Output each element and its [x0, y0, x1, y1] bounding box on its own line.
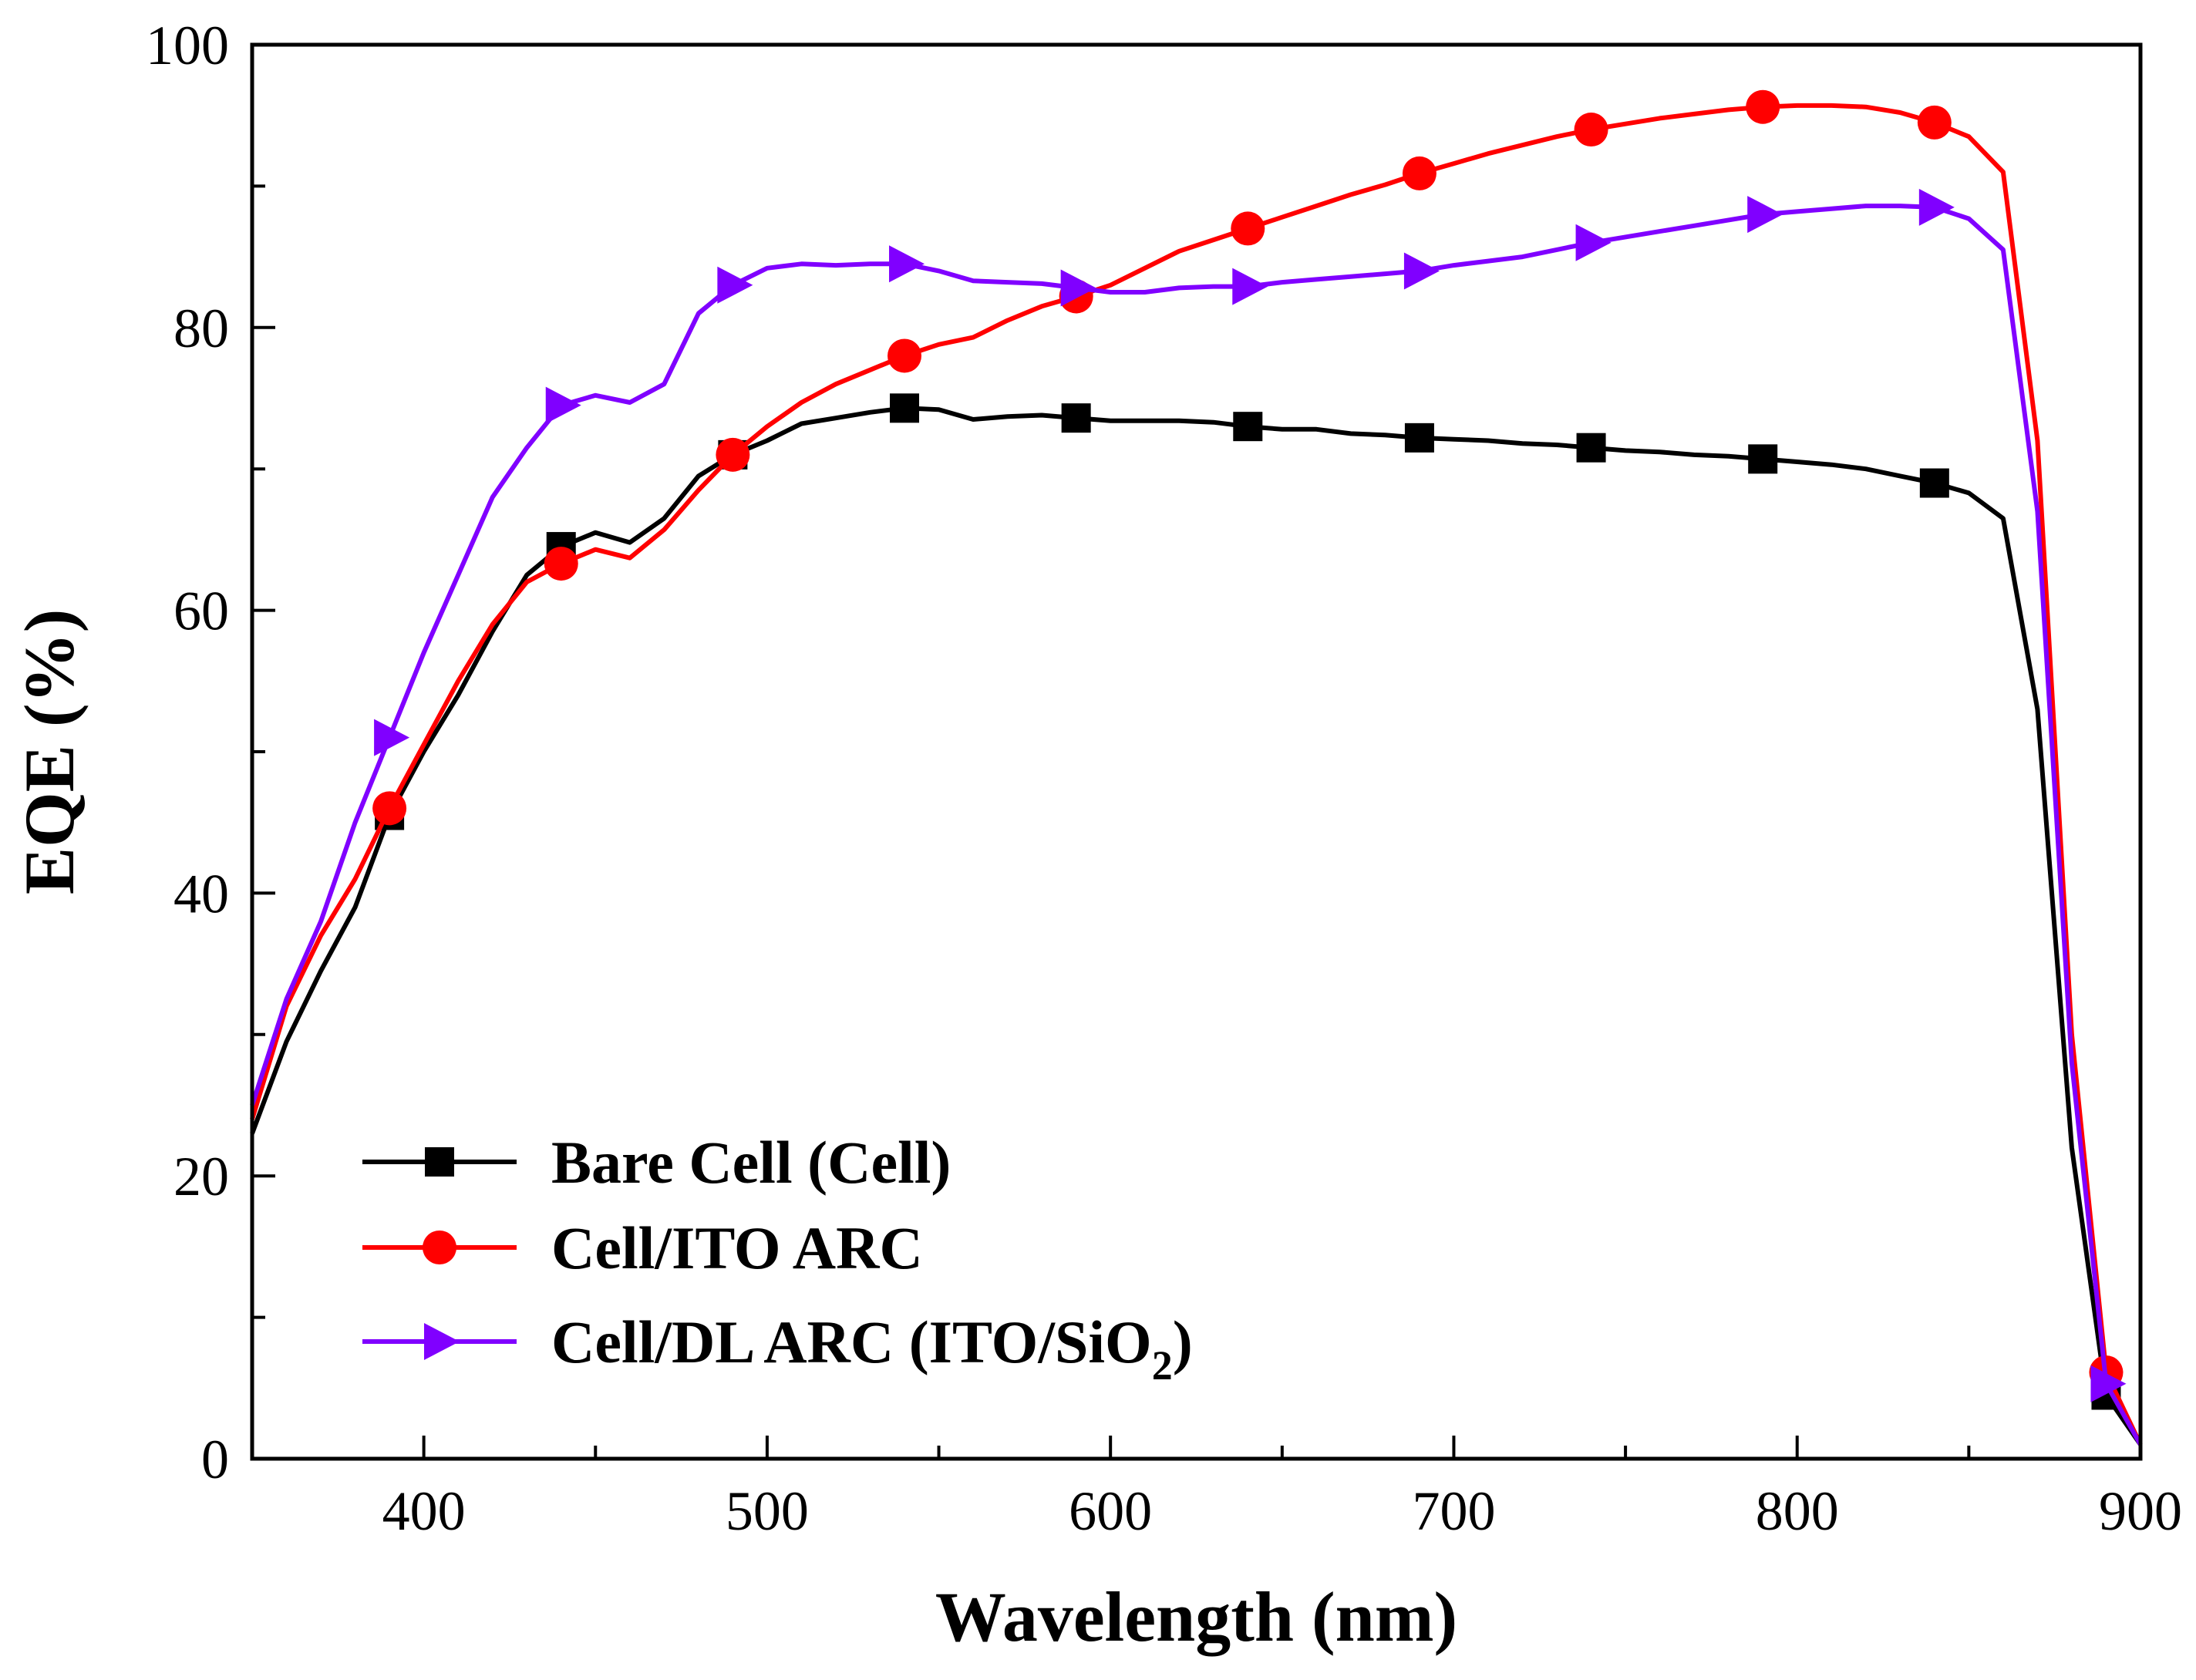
x-tick-label: 800: [1756, 1480, 1839, 1542]
legend-marker-bare-cell: [425, 1147, 454, 1177]
ticks-layer: 400 500 600 700 800 900 0 20 40 60 80 100: [146, 15, 2182, 1542]
x-axis-title: Wavelength (nm): [935, 1577, 1457, 1656]
y-tick-label: 100: [146, 15, 229, 76]
y-tick-label: 40: [173, 863, 229, 924]
data-point-cell-ito-arc: [1917, 105, 1952, 140]
x-tick-label: 600: [1069, 1480, 1152, 1542]
x-tick-label: 500: [726, 1480, 809, 1542]
series-line-cell-dl-arc-ito-sio2: [250, 204, 2143, 1446]
series-cell-ito-arc: [250, 89, 2143, 1446]
series-line-bare-cell-cell: [250, 406, 2143, 1446]
legend-marker-dl-arc: [424, 1323, 460, 1360]
data-point-cell-ito-arc: [1574, 113, 1608, 147]
x-tick-label: 700: [1412, 1480, 1495, 1542]
y-axis-title: EQE (%): [10, 609, 89, 895]
legend-entry-dl-arc: Cell/DL ARC (ITO/SiO2): [362, 1308, 1193, 1389]
data-point-bare-cell-cell: [890, 393, 920, 423]
data-point-cell-dl-arc-ito-sio2: [1747, 196, 1783, 234]
data-point-cell-dl-arc-ito-sio2: [1403, 252, 1440, 290]
data-point-cell-ito-arc: [544, 547, 578, 581]
data-point-bare-cell-cell: [1404, 423, 1434, 453]
data-point-cell-ito-arc: [716, 437, 750, 472]
data-point-cell-dl-arc-ito-sio2: [545, 386, 581, 424]
legend-label-dl-arc: Cell/DL ARC (ITO/SiO2): [551, 1308, 1193, 1389]
data-point-cell-dl-arc-ito-sio2: [889, 245, 925, 283]
legend-marker-shape: [425, 1147, 454, 1177]
data-point-cell-dl-arc-ito-sio2: [374, 719, 410, 756]
data-point-bare-cell-cell: [1233, 412, 1263, 442]
legend-label-subscript: 2: [1152, 1342, 1173, 1389]
data-point-bare-cell-cell: [1919, 468, 1949, 498]
legend-entry-bare-cell: Bare Cell (Cell): [362, 1129, 951, 1196]
legend-label-ito-arc: Cell/ITO ARC: [551, 1214, 923, 1281]
legend-label-end: ): [1173, 1308, 1193, 1375]
plot-frame: [250, 42, 2143, 1461]
legend-marker-shape: [423, 1231, 456, 1264]
series-bare-cell-cell: [250, 393, 2143, 1446]
data-point-cell-ito-arc: [1746, 89, 1780, 124]
series-line-cell-ito-arc: [250, 103, 2143, 1446]
y-tick-label: 20: [173, 1146, 229, 1207]
legend-label-main: Cell/DL ARC (ITO/SiO: [551, 1308, 1152, 1375]
y-tick-label: 60: [173, 581, 229, 642]
legend-marker-shape: [424, 1323, 460, 1360]
legend-marker-ito-arc: [423, 1231, 456, 1264]
data-point-cell-ito-arc: [887, 338, 922, 373]
data-point-cell-dl-arc-ito-sio2: [1060, 269, 1096, 307]
series-cell-dl-arc-ito-sio2: [250, 188, 2143, 1446]
x-tick-label: 900: [2099, 1480, 2182, 1542]
data-point-bare-cell-cell: [1061, 403, 1091, 433]
data-point-bare-cell-cell: [1748, 444, 1778, 474]
y-tick-label: 0: [201, 1429, 229, 1490]
data-point-cell-dl-arc-ito-sio2: [717, 266, 753, 304]
x-tick-label: 400: [382, 1480, 466, 1542]
data-point-cell-ito-arc: [372, 791, 407, 826]
legend-entry-ito-arc: Cell/ITO ARC: [362, 1214, 923, 1281]
data-point-cell-dl-arc-ito-sio2: [1918, 188, 1955, 226]
series-layer: [250, 89, 2143, 1446]
data-point-cell-ito-arc: [1402, 156, 1436, 190]
data-point-bare-cell-cell: [1576, 433, 1606, 463]
data-point-cell-dl-arc-ito-sio2: [2090, 1365, 2127, 1402]
data-point-cell-dl-arc-ito-sio2: [1232, 268, 1268, 305]
data-point-cell-dl-arc-ito-sio2: [1575, 224, 1612, 261]
y-tick-label: 80: [173, 298, 229, 359]
legend: Bare Cell (Cell) Cell/ITO ARC Cell/DL AR…: [362, 1129, 1193, 1389]
data-point-cell-ito-arc: [1231, 211, 1265, 246]
legend-label-bare-cell: Bare Cell (Cell): [551, 1129, 951, 1196]
